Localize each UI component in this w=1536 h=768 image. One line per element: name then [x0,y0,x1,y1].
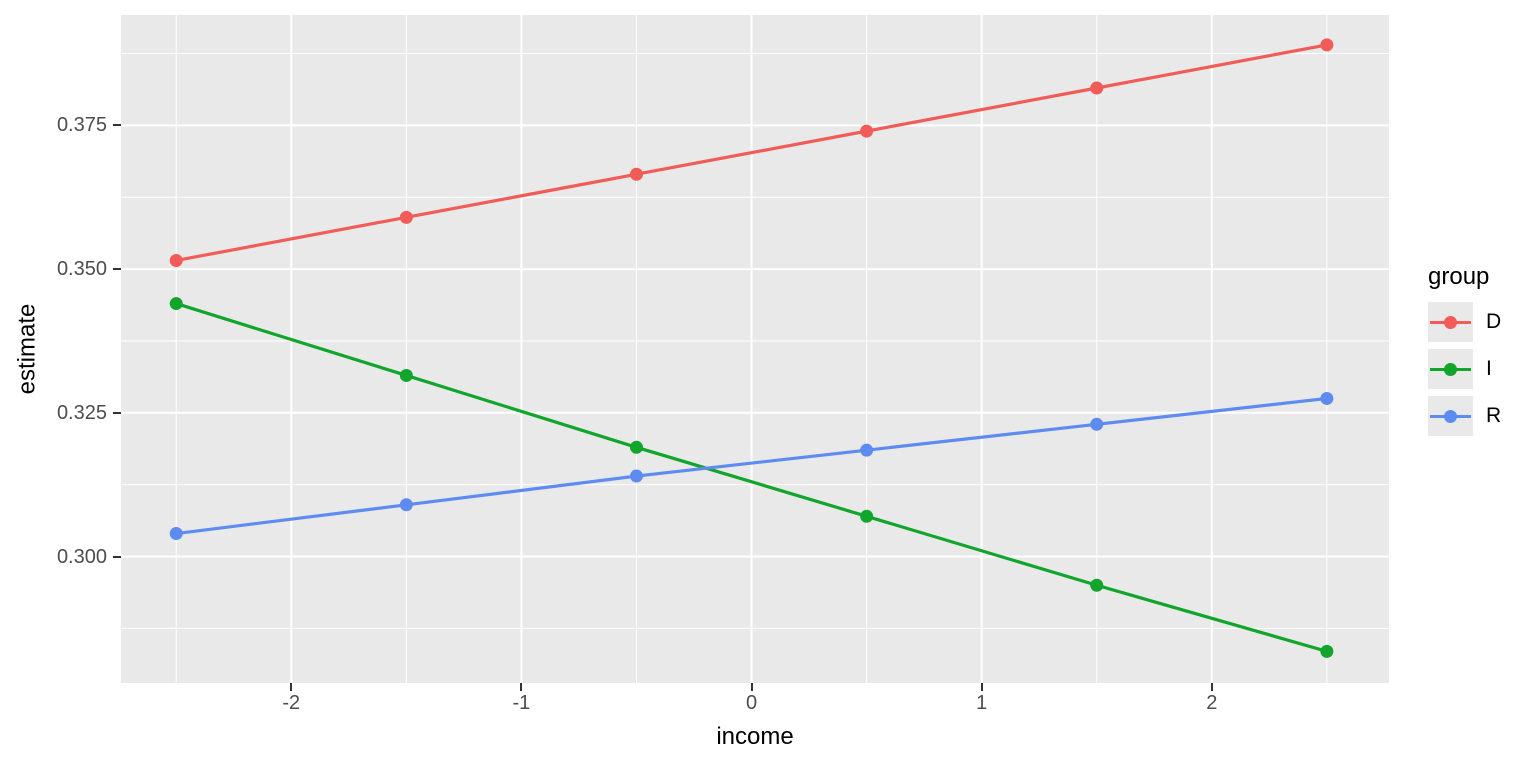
data-point-I [629,440,643,454]
x-tick-label: -2 [282,692,301,714]
legend-label: D [1486,310,1502,333]
data-point-I [860,509,874,523]
y-tick-label: 0.325 [56,401,107,424]
x-tick-mark [520,683,523,691]
y-tick-label: 0.350 [56,258,107,281]
legend-label: R [1486,404,1502,427]
legend: group D I R [1428,263,1501,443]
data-point-D [169,253,183,267]
data-point-R [399,498,413,512]
x-tick-mark [750,683,753,691]
data-point-D [860,124,874,138]
legend-entry-I: I [1428,349,1492,389]
y-tick-mark [113,268,121,271]
series-line-R [176,396,1328,536]
y-tick-mark [113,124,121,127]
data-point-I [399,368,413,382]
x-axis-title: income [716,723,794,750]
x-tick-mark [1210,683,1213,691]
series-line-I [175,302,1328,653]
data-point-I [169,297,183,311]
y-tick-mark [113,411,121,414]
plot-panel [121,15,1389,683]
legend-key-dot [1444,315,1457,329]
data-point-I [1320,644,1334,658]
x-tick-mark [980,683,983,691]
x-tick-label: 1 [976,692,988,714]
y-tick-label: 0.375 [56,114,107,137]
data-point-R [860,443,874,457]
y-axis-title: estimate [13,303,41,395]
data-point-R [1320,391,1334,405]
legend-entry-D: D [1428,302,1501,342]
data-point-D [629,167,643,181]
x-tick-label: -1 [512,692,531,714]
series-line-D [175,43,1328,263]
chart-canvas [121,15,1389,683]
legend-title: group [1428,263,1490,290]
x-tick-label: 2 [1206,692,1218,714]
data-point-R [629,469,643,483]
data-point-I [1090,578,1104,592]
legend-key-dot [1444,362,1457,376]
y-tick-label: 0.300 [56,545,107,568]
legend-key-icon [1428,396,1473,436]
legend-key-dot [1444,409,1457,423]
data-point-D [399,210,413,224]
x-tick-label: 0 [745,692,758,714]
data-point-R [169,527,183,541]
legend-key-icon [1428,349,1473,389]
data-point-D [1320,38,1334,52]
data-point-D [1090,81,1104,95]
legend-key-icon [1428,302,1473,342]
legend-entry-R: R [1428,396,1501,436]
data-point-R [1090,417,1104,431]
legend-label: I [1486,357,1492,380]
y-tick-mark [113,555,121,558]
x-tick-mark [290,683,293,691]
